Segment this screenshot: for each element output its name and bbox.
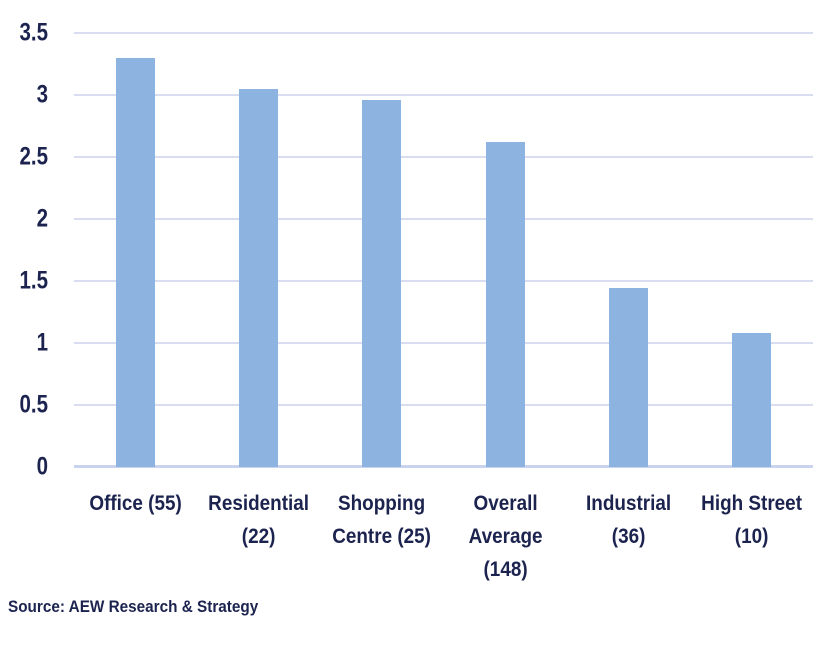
x-tick-label-Office (55): Office (55) [74, 487, 197, 586]
y-tick-label-1.5: 1.5 [19, 266, 48, 295]
y-tick-label-0: 0 [36, 452, 48, 481]
y-tick-label-2.5: 2.5 [19, 142, 48, 171]
x-tick-label-line: (10) [734, 525, 769, 548]
bar-slot [74, 33, 197, 467]
gridline-2 [74, 218, 813, 220]
gridline-3.5 [74, 32, 813, 34]
gridline-1 [74, 342, 813, 344]
bar-Residential (22) [239, 88, 279, 467]
x-tick-label-High Street (10): High Street (10) [690, 487, 813, 586]
x-tick-label-line: (36) [611, 525, 646, 548]
x-tick-label-line: Average [468, 525, 543, 548]
x-tick-label-line: (148) [483, 558, 528, 581]
bar-Shopping Centre (25) [362, 99, 402, 467]
bar-Industrial (36) [608, 288, 648, 467]
x-axis-line [74, 465, 813, 468]
x-tick-label-line: Centre (25) [332, 525, 432, 548]
bar-Overall Average (148) [485, 142, 525, 467]
y-tick-label-0.5: 0.5 [19, 390, 48, 419]
bar-Office (55) [116, 57, 156, 467]
x-tick-label-line: Overall [473, 492, 538, 515]
y-tick-label-3.5: 3.5 [19, 18, 48, 47]
y-tick-label-2: 2 [36, 204, 48, 233]
gridline-2.5 [74, 156, 813, 158]
x-axis: Office (55) Residential (22) Shopping Centre… [74, 487, 813, 586]
gridline-0.5 [74, 404, 813, 406]
bar-slot [320, 33, 443, 467]
x-tick-label-Residential (22): Residential (22) [197, 487, 320, 586]
bar-slot [197, 33, 320, 467]
x-tick-label-Shopping Centre (25): Shopping Centre (25) [320, 487, 443, 586]
bar-slot [567, 33, 690, 467]
x-tick-label-Industrial (36): Industrial (36) [567, 487, 690, 586]
bars-row [74, 33, 813, 467]
y-tick-label-3: 3 [36, 80, 48, 109]
y-tick-label-1: 1 [36, 328, 48, 357]
x-tick-label-line: Office (55) [89, 492, 182, 515]
source-note: Source: AEW Research & Strategy [8, 597, 259, 616]
y-axis: 3.5 3 2.5 2 1.5 1 0.5 0 [0, 20, 48, 479]
gridline-3 [74, 94, 813, 96]
x-tick-label-line: High Street [701, 492, 802, 515]
x-tick-label-Overall Average (148): Overall Average (148) [444, 487, 567, 586]
x-tick-label-line: (22) [241, 525, 276, 548]
x-tick-label-line: Residential [208, 492, 310, 515]
x-tick-label-line: Shopping [338, 492, 426, 515]
bar-slot [444, 33, 567, 467]
gridline-1.5 [74, 280, 813, 282]
plot-area [74, 32, 813, 468]
bar-High Street (10) [731, 333, 771, 467]
x-tick-label-line: Industrial [585, 492, 671, 515]
bar-slot [690, 33, 813, 467]
